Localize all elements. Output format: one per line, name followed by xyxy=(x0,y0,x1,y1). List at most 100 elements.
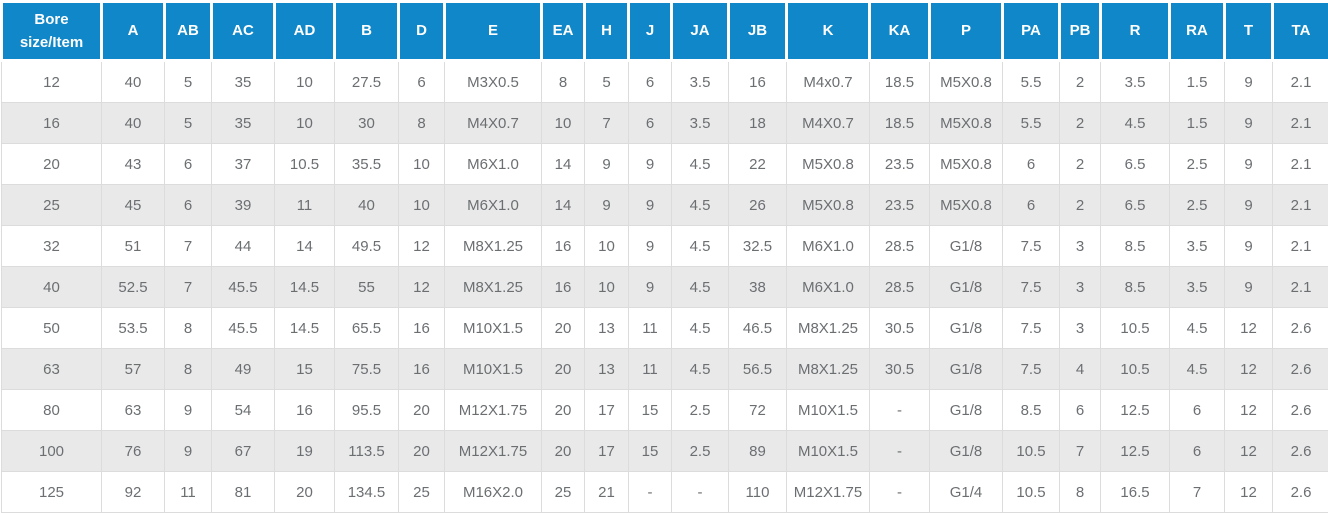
table-row: 32 51 7 44 14 49.5 12 M8X1.25 16 10 9 4.5 32.5 M6X1.0… xyxy=(1,225,1328,267)
column-header-pb: PB xyxy=(1058,0,1102,62)
table-cell: 6 xyxy=(1002,143,1060,185)
table-cell: 9 xyxy=(1224,143,1273,185)
table-cell: - xyxy=(628,471,672,513)
table-cell: - xyxy=(869,430,930,472)
corner-header-bore-size-item: Bore size/Item xyxy=(0,0,103,62)
table-cell: 9 xyxy=(164,389,212,431)
table-cell: - xyxy=(869,471,930,513)
table-cell: 12 xyxy=(1224,430,1273,472)
table-row: 20 43 6 37 10.5 35.5 10 M6X1.0 14 9 9 4.5 22 M5X0.8 23… xyxy=(1,143,1328,185)
table-cell: M10X1.5 xyxy=(444,307,542,349)
table-cell: 17 xyxy=(584,389,629,431)
table-cell: 6 xyxy=(398,60,445,103)
table-cell: 6 xyxy=(1169,430,1225,472)
table-cell: M6X1.0 xyxy=(786,266,870,308)
bore-size-cell: 12 xyxy=(1,60,102,103)
table-cell: 2.1 xyxy=(1272,143,1328,185)
table-cell: 11 xyxy=(628,348,672,390)
bore-size-cell: 25 xyxy=(1,184,102,226)
table-cell: 10 xyxy=(274,60,335,103)
table-cell: 14 xyxy=(541,184,585,226)
table-cell: M5X0.8 xyxy=(929,60,1003,103)
table-cell: 7.5 xyxy=(1002,225,1060,267)
table-cell: 27.5 xyxy=(334,60,399,103)
table-cell: 6.5 xyxy=(1100,184,1170,226)
table-cell: 12 xyxy=(1224,307,1273,349)
table-cell: 9 xyxy=(1224,102,1273,144)
table-cell: 8 xyxy=(398,102,445,144)
table-cell: 89 xyxy=(728,430,787,472)
table-cell: 7 xyxy=(164,266,212,308)
column-header-b: B xyxy=(333,0,400,62)
table-cell: 10 xyxy=(398,184,445,226)
table-cell: 2.6 xyxy=(1272,389,1328,431)
table-cell: 2.5 xyxy=(671,430,729,472)
table-row: 25 45 6 39 11 40 10 M6X1.0 14 9 9 4.5 26 M5X0.8 23.5 M5… xyxy=(1,184,1328,226)
table-row: 50 53.5 8 45.5 14.5 65.5 16 M10X1.5 20 13 11 4.5 46.… xyxy=(1,307,1328,349)
table-cell: 11 xyxy=(274,184,335,226)
table-cell: 7.5 xyxy=(1002,266,1060,308)
table-cell: 30.5 xyxy=(869,307,930,349)
column-header-ja: JA xyxy=(670,0,730,62)
table-cell: G1/8 xyxy=(929,307,1003,349)
table-cell: 14 xyxy=(541,143,585,185)
column-header-ea: EA xyxy=(540,0,586,62)
table-cell: 2.5 xyxy=(1169,184,1225,226)
table-cell: 20 xyxy=(541,307,585,349)
table-cell: 4 xyxy=(1059,348,1101,390)
table-cell: 6.5 xyxy=(1100,143,1170,185)
table-cell: 20 xyxy=(541,348,585,390)
table-cell: 12 xyxy=(398,266,445,308)
table-cell: 16 xyxy=(274,389,335,431)
table-cell: 2.6 xyxy=(1272,307,1328,349)
bore-size-cell: 32 xyxy=(1,225,102,267)
table-cell: 7 xyxy=(1169,471,1225,513)
table-cell: 9 xyxy=(1224,184,1273,226)
table-cell: 9 xyxy=(1224,266,1273,308)
table-cell: M6X1.0 xyxy=(444,184,542,226)
column-header-pa: PA xyxy=(1001,0,1061,62)
table-cell: M12X1.75 xyxy=(786,471,870,513)
table-cell: 9 xyxy=(628,143,672,185)
table-cell: 7 xyxy=(1059,430,1101,472)
table-cell: 8 xyxy=(541,60,585,103)
table-cell: M5X0.8 xyxy=(929,143,1003,185)
table-cell: 8 xyxy=(164,307,212,349)
column-header-ab: AB xyxy=(163,0,213,62)
table-cell: 6 xyxy=(628,60,672,103)
table-cell: 3.5 xyxy=(1169,266,1225,308)
table-cell: 3.5 xyxy=(671,102,729,144)
table-cell: 8.5 xyxy=(1100,225,1170,267)
table-cell: G1/8 xyxy=(929,430,1003,472)
table-cell: M6X1.0 xyxy=(444,143,542,185)
table-row: 80 63 9 54 16 95.5 20 M12X1.75 20 17 15 2.5 72 M10X1.… xyxy=(1,389,1328,431)
table-cell: 23.5 xyxy=(869,184,930,226)
table-cell: 9 xyxy=(1224,60,1273,103)
table-cell: 16 xyxy=(728,60,787,103)
table-cell: M5X0.8 xyxy=(786,184,870,226)
table-cell: 45 xyxy=(101,184,165,226)
table-cell: 2 xyxy=(1059,184,1101,226)
table-cell: 3.5 xyxy=(1100,60,1170,103)
table-cell: 20 xyxy=(274,471,335,513)
table-cell: 38 xyxy=(728,266,787,308)
column-header-t: T xyxy=(1223,0,1274,62)
table-cell: 9 xyxy=(584,143,629,185)
table-cell: 2.1 xyxy=(1272,266,1328,308)
table-cell: M8X1.25 xyxy=(444,225,542,267)
table-cell: 30.5 xyxy=(869,348,930,390)
table-cell: 15 xyxy=(628,389,672,431)
table-cell: 12.5 xyxy=(1100,389,1170,431)
table-cell: 72 xyxy=(728,389,787,431)
table-cell: G1/8 xyxy=(929,266,1003,308)
table-cell: 16 xyxy=(398,307,445,349)
table-cell: 4.5 xyxy=(671,307,729,349)
table-cell: 10.5 xyxy=(1100,348,1170,390)
table-cell: 32.5 xyxy=(728,225,787,267)
table-cell: 10.5 xyxy=(274,143,335,185)
table-cell: 6 xyxy=(628,102,672,144)
table-cell: 75.5 xyxy=(334,348,399,390)
table-cell: 35.5 xyxy=(334,143,399,185)
table-cell: 52.5 xyxy=(101,266,165,308)
